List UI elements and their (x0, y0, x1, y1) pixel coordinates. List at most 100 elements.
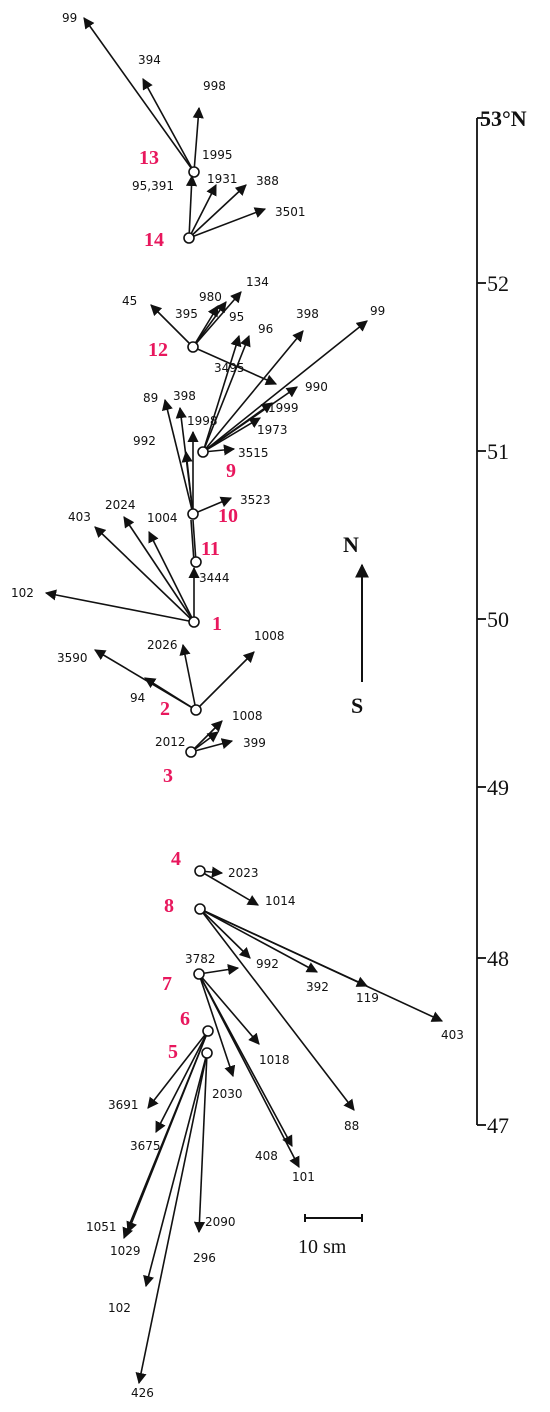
site-11: 11 (190, 519, 220, 568)
scale-bar-label: 10 sm (298, 1236, 347, 1258)
vector-label: 392 (306, 980, 329, 994)
station-marker (201, 1047, 213, 1059)
return-vector (202, 334, 242, 453)
vector-label: 1931 (207, 172, 238, 186)
vector-label: 119 (356, 991, 379, 1005)
scale-bar: 10 sm (298, 1214, 363, 1258)
latitude-tick-label: 49 (487, 775, 509, 800)
site-label: 13 (139, 147, 159, 169)
return-vector (202, 320, 368, 453)
vector-label: 3501 (275, 205, 306, 219)
return-vector (202, 402, 273, 453)
return-vector (185, 174, 198, 239)
vector-label: 296 (193, 1251, 216, 1265)
return-vector (147, 1030, 209, 1109)
vector-label: 1008 (254, 629, 285, 643)
vector-label: 2024 (105, 498, 136, 512)
return-vector (198, 973, 300, 1168)
return-vector (179, 643, 197, 711)
vector-label: 102 (108, 1301, 131, 1315)
latitude-tick-label: 52 (487, 271, 509, 296)
vector-label: 388 (256, 174, 279, 188)
vector-label: 3515 (238, 446, 269, 460)
site-5: 2090 296 102 426 5 (108, 1041, 236, 1400)
vector-label: 2090 (205, 1215, 236, 1229)
return-vector (123, 516, 195, 623)
vector-label: 1999 (268, 401, 299, 415)
site-9: 96 398 99 990 1999 1973 3515 89 398 1998… (133, 304, 385, 482)
site-3: 2012 1008 399 3 (155, 709, 266, 787)
vector-label: 408 (255, 1149, 278, 1163)
vector-label: 3590 (57, 651, 88, 665)
site-label: 4 (171, 848, 181, 870)
station-marker (197, 446, 209, 458)
vector-label: 403 (441, 1028, 464, 1042)
site-10: 3523 10 (161, 398, 271, 527)
return-vector (199, 870, 259, 906)
site-8: 992 392 119 403 88 8 (164, 895, 464, 1133)
vector-label: 395 (175, 307, 198, 321)
return-vector (142, 78, 195, 173)
station-marker (202, 1025, 214, 1037)
vector-label: 88 (344, 1119, 359, 1133)
site-13: 99 394 998 1995 95,391 13 (62, 11, 233, 193)
vector-label: 99 (62, 11, 77, 25)
return-vector (199, 908, 355, 1111)
station-marker (185, 746, 197, 758)
station-marker (183, 232, 195, 244)
vector-label: 2023 (228, 866, 259, 880)
vector-label: 426 (131, 1386, 154, 1400)
site-label: 14 (144, 229, 164, 251)
return-vector (44, 589, 195, 623)
return-vector (202, 334, 251, 453)
vector-label: 3523 (240, 493, 271, 507)
site-label: 5 (168, 1041, 178, 1063)
vector-label: 1008 (232, 709, 263, 723)
vector-label: 89 (143, 391, 158, 405)
vector-label: 1998 (187, 414, 218, 428)
return-vector (161, 398, 194, 515)
latitude-tick-label: 51 (487, 439, 509, 464)
station-marker (188, 166, 200, 178)
south-label: S (351, 693, 363, 718)
vector-label: 398 (173, 389, 196, 403)
station-marker (187, 508, 199, 520)
return-vector (148, 530, 195, 623)
latitude-axis: 53°N 52 51 50 49 48 47 (476, 106, 527, 1138)
site-4: 2023 1014 4 (171, 848, 296, 908)
north-arrow: N S (343, 532, 369, 718)
return-vector (195, 651, 255, 711)
site-label: 2 (160, 698, 170, 720)
return-vector (192, 291, 242, 348)
return-vector (190, 519, 195, 563)
vector-label: 1029 (110, 1244, 141, 1258)
vector-label: 2012 (155, 735, 186, 749)
vector-label: 3782 (185, 952, 216, 966)
vector-label: 2030 (212, 1087, 243, 1101)
return-vector (188, 184, 217, 239)
vector-label: 1051 (86, 1220, 117, 1234)
station-marker (190, 556, 202, 568)
site-14: 1931 388 3501 14 (144, 172, 306, 251)
return-vector (143, 1052, 208, 1288)
return-vector (199, 908, 318, 973)
return-vector (198, 973, 260, 1045)
vector-label: 99 (370, 304, 385, 318)
vector-label: 95 (229, 310, 244, 324)
north-label: N (343, 532, 359, 557)
vector-label: 980 (199, 290, 222, 304)
station-marker (190, 704, 202, 716)
return-vector (192, 106, 204, 173)
return-vector (144, 677, 197, 711)
station-marker (194, 865, 206, 877)
site-label: 11 (201, 538, 220, 560)
vector-label: 998 (203, 79, 226, 93)
site-6: 3691 3675 1051 1029 6 (86, 1008, 214, 1258)
vector-label: 134 (246, 275, 269, 289)
return-vector (192, 519, 197, 563)
return-vector (155, 1030, 209, 1133)
site-label: 9 (226, 460, 236, 482)
return-vector (198, 963, 240, 976)
return-vector (83, 17, 195, 173)
